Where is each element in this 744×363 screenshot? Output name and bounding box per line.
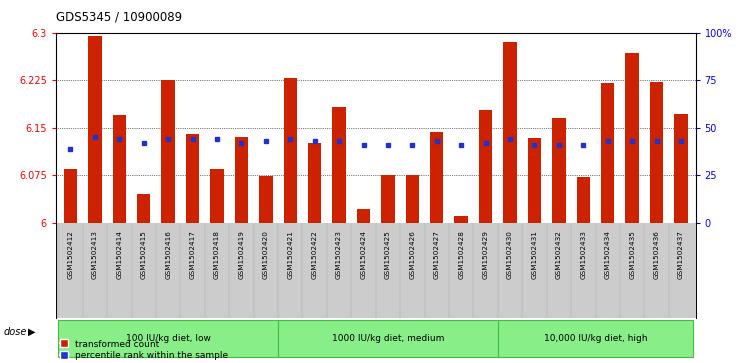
Bar — [601, 83, 615, 223]
Bar — [333, 107, 346, 223]
Text: GDS5345 / 10900089: GDS5345 / 10900089 — [56, 11, 182, 24]
Bar — [552, 118, 565, 223]
Bar — [234, 137, 248, 223]
FancyBboxPatch shape — [58, 320, 278, 357]
Text: GSM1502423: GSM1502423 — [336, 230, 342, 279]
Text: GSM1502428: GSM1502428 — [458, 230, 464, 279]
Text: GSM1502421: GSM1502421 — [287, 230, 293, 279]
Bar — [137, 194, 150, 223]
Text: GSM1502431: GSM1502431 — [531, 230, 537, 279]
Text: GSM1502415: GSM1502415 — [141, 230, 147, 279]
Bar — [626, 53, 639, 223]
Bar — [259, 176, 272, 223]
Text: 1000 IU/kg diet, medium: 1000 IU/kg diet, medium — [332, 334, 444, 343]
Text: GSM1502427: GSM1502427 — [434, 230, 440, 279]
Text: GSM1502437: GSM1502437 — [678, 230, 684, 279]
Text: 100 IU/kg diet, low: 100 IU/kg diet, low — [126, 334, 211, 343]
Text: 10,000 IU/kg diet, high: 10,000 IU/kg diet, high — [544, 334, 647, 343]
Text: GSM1502414: GSM1502414 — [116, 230, 122, 279]
Bar — [455, 216, 468, 223]
Text: GSM1502436: GSM1502436 — [653, 230, 660, 279]
FancyBboxPatch shape — [498, 320, 693, 357]
Text: GSM1502416: GSM1502416 — [165, 230, 171, 279]
Bar — [674, 114, 687, 223]
Text: GSM1502426: GSM1502426 — [409, 230, 415, 279]
Text: GSM1502434: GSM1502434 — [605, 230, 611, 279]
Bar — [650, 82, 664, 223]
Bar — [161, 80, 175, 223]
Bar — [308, 143, 321, 223]
Text: GSM1502419: GSM1502419 — [238, 230, 244, 279]
Text: dose: dose — [4, 327, 27, 337]
FancyBboxPatch shape — [278, 320, 498, 357]
Legend: transformed count, percentile rank within the sample: transformed count, percentile rank withi… — [60, 340, 228, 360]
Bar — [405, 175, 419, 223]
Bar — [112, 115, 126, 223]
Text: GSM1502420: GSM1502420 — [263, 230, 269, 279]
Text: GSM1502433: GSM1502433 — [580, 230, 586, 279]
Bar — [504, 42, 517, 223]
Bar — [430, 132, 443, 223]
Text: GSM1502435: GSM1502435 — [629, 230, 635, 279]
Bar — [64, 169, 77, 223]
Text: GSM1502413: GSM1502413 — [92, 230, 98, 279]
Text: GSM1502412: GSM1502412 — [68, 230, 74, 279]
Bar — [479, 110, 493, 223]
Text: ▶: ▶ — [28, 327, 36, 337]
Text: GSM1502418: GSM1502418 — [214, 230, 220, 279]
Text: GSM1502432: GSM1502432 — [556, 230, 562, 279]
Bar — [357, 209, 371, 223]
Text: GSM1502430: GSM1502430 — [507, 230, 513, 279]
Text: GSM1502429: GSM1502429 — [483, 230, 489, 279]
Bar — [211, 169, 224, 223]
Bar — [527, 138, 541, 223]
Bar — [88, 36, 102, 223]
Text: GSM1502417: GSM1502417 — [190, 230, 196, 279]
Bar — [283, 78, 297, 223]
Text: GSM1502422: GSM1502422 — [312, 230, 318, 279]
Text: GSM1502424: GSM1502424 — [361, 230, 367, 279]
Bar — [186, 134, 199, 223]
Bar — [577, 177, 590, 223]
Bar — [381, 175, 394, 223]
Text: GSM1502425: GSM1502425 — [385, 230, 391, 279]
